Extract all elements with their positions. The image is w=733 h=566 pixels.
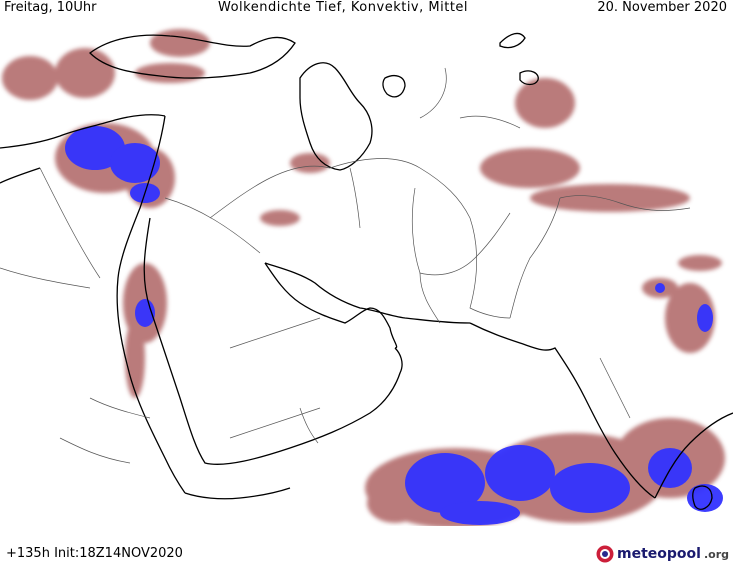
meteopool-logo-icon [596,545,614,563]
logo-domain-suffix: .org [703,547,729,561]
cloud-layer-low [2,29,725,526]
logo-wordmark: meteopool [617,546,701,562]
coastlines [0,32,733,510]
cloud-layer-convective [65,126,723,525]
forecast-time-label: Freitag, 10Uhr [4,0,97,15]
forecast-date-label: 20. November 2020 [597,0,727,15]
cloud-density-map [0,18,733,526]
meteopool-logo[interactable]: meteopool .org [596,544,729,564]
init-time-label: +135h Init:18Z14NOV2020 [6,546,183,561]
map-title: Wolkendichte Tief, Konvektiv, Mittel [218,0,469,15]
country-borders [0,67,691,464]
